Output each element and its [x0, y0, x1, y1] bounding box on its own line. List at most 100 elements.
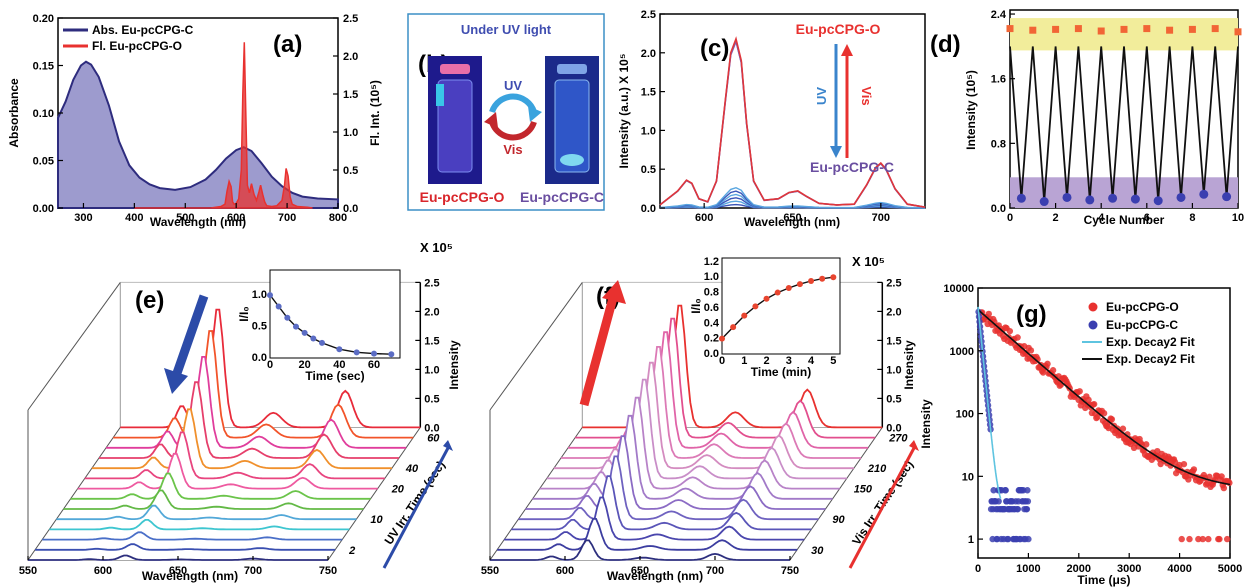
- x-tick-label: 300: [74, 212, 92, 224]
- y-tick-label: 1: [968, 534, 974, 546]
- low-state-marker: [1130, 194, 1140, 204]
- x-tick-label: 700: [244, 565, 262, 577]
- panel-e-z-arrow-head: [443, 440, 453, 451]
- legend-fit-2: Exp. Decay2 Fit: [1106, 352, 1195, 366]
- x-tick-label: 600: [227, 212, 245, 224]
- intensity-tick-label: 1.0: [886, 364, 901, 376]
- annotation-vis: Vis: [859, 86, 874, 105]
- y-tick-label: 2.0: [641, 48, 656, 60]
- inset-x-tick: 20: [299, 359, 311, 371]
- x-tick-label: 6: [1144, 212, 1150, 224]
- inset-point: [763, 295, 770, 302]
- vis-up-arrow-head: [841, 44, 853, 56]
- high-state-marker: [1211, 25, 1219, 33]
- x-tick-label: 650: [631, 565, 649, 577]
- panel-g-ylabel: Intensity: [919, 399, 933, 449]
- high-state-marker: [1052, 25, 1060, 33]
- spectrum-curve-closed: [659, 186, 926, 209]
- y-tick-label: 2.4: [991, 9, 1007, 21]
- decay-point-open: [1178, 535, 1185, 543]
- inset-ylabel: I/I₀: [689, 298, 703, 313]
- z-tick-label: 150: [854, 484, 873, 496]
- x-tick-label: 700: [278, 212, 296, 224]
- decay-point-closed: [1024, 487, 1031, 494]
- waterfall-spectrum: [497, 518, 798, 551]
- z-tick-label: 90: [832, 514, 845, 526]
- x-tick-label: 1000: [1016, 563, 1040, 575]
- fit-curve-closed: [977, 306, 1002, 499]
- spectrum-occluder: [582, 305, 883, 428]
- inset-x-tick: 40: [333, 359, 345, 371]
- panel-c-curves: [659, 36, 926, 209]
- inset-point: [284, 314, 291, 321]
- inset-frame: [269, 269, 401, 359]
- spectrum-occluder: [91, 409, 392, 469]
- annotation-uv: UV: [814, 87, 829, 105]
- low-state-marker: [1108, 193, 1118, 203]
- caption-open: Eu-pcCPG-O: [420, 189, 505, 205]
- decay-point-open: [1205, 535, 1212, 543]
- high-state-marker: [1029, 26, 1037, 34]
- decay-point-open: [1220, 484, 1228, 492]
- decay-point-closed: [1014, 505, 1022, 513]
- low-state-marker: [1039, 197, 1049, 207]
- inset-y-tick: 1.2: [704, 256, 719, 268]
- inset-x-tick: 0: [267, 359, 273, 371]
- low-state-marker: [1153, 196, 1163, 206]
- inset-y-tick: 0.6: [704, 302, 719, 314]
- x-tick-label: 0: [1007, 212, 1013, 224]
- panel-e-label: (e): [135, 287, 164, 314]
- inset-y-tick: 0.2: [704, 333, 719, 345]
- panel-f-z-arrow: [848, 447, 916, 569]
- y-tick-label: 10: [962, 471, 974, 483]
- high-state-marker: [1166, 26, 1174, 34]
- z-tick-label: 2: [348, 545, 355, 557]
- decay-point-open: [1186, 535, 1193, 543]
- spectrum-occluder: [106, 356, 407, 448]
- intensity-tick-label: 2.0: [886, 306, 901, 318]
- high-state-marker: [1097, 27, 1105, 35]
- panel-d-label: (d): [930, 31, 961, 58]
- vial-body-open: [437, 79, 473, 173]
- panel-d-xlabel: Cycle Number: [1084, 213, 1165, 227]
- panel-g-plot: 0 1000 2000 3000 4000 5000 1 10 100 1000 10000: [943, 283, 1242, 575]
- spectrum-curve-open: [659, 38, 926, 208]
- decay-point-open: [1049, 367, 1057, 374]
- decay-point-closed: [1024, 498, 1032, 505]
- decay-point-open: [1090, 400, 1098, 408]
- spectrum-curve-open: [659, 36, 926, 208]
- inset-y-tick: 0.4: [704, 317, 720, 329]
- y-tick-label: 0.0: [991, 203, 1006, 215]
- decay-point-open: [1199, 535, 1206, 543]
- vial-cap-open: [440, 64, 470, 74]
- x-tick-label: 0: [975, 563, 981, 575]
- decay-point-open: [1119, 425, 1127, 432]
- decay-point-closed: [1002, 487, 1009, 494]
- x-tick-label: 2000: [1067, 563, 1091, 575]
- y2-tick-label: 2.0: [343, 51, 358, 63]
- panel-e-xlabel: Wavelength (nm): [142, 569, 238, 583]
- x-tick-label: 600: [94, 565, 112, 577]
- y-tick-label: 10000: [943, 283, 974, 295]
- decay-point-open: [1223, 535, 1231, 543]
- intensity-tick-label: 0.0: [886, 422, 901, 434]
- inset-point: [267, 292, 273, 299]
- x-tick-label: 800: [329, 212, 347, 224]
- inset-y-tick: 0.0: [252, 352, 267, 364]
- inset-point: [730, 324, 737, 331]
- y-tick-label: 0.5: [641, 164, 656, 176]
- x-tick-label: 600: [556, 565, 574, 577]
- intensity-tick-label: 1.5: [424, 335, 439, 347]
- decay-point-closed: [1025, 535, 1032, 543]
- inset-point: [830, 274, 837, 281]
- waterfall-spectrum: [525, 435, 826, 510]
- panel-g-xlabel: Time (μs): [1077, 573, 1130, 587]
- panel-f-multiplier: X 10⁵: [852, 254, 885, 269]
- intensity-tick-label: 2.5: [424, 277, 439, 289]
- spectrum-occluder: [575, 318, 876, 438]
- y2-tick-label: 0.5: [343, 165, 358, 177]
- waterfall-spectrum: [35, 543, 336, 551]
- inset-point: [796, 281, 803, 288]
